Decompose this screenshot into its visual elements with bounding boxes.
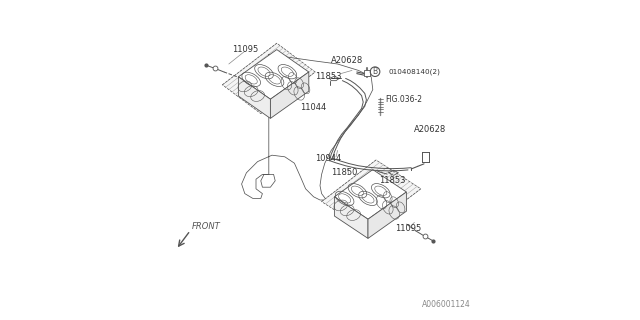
Text: 11853: 11853 bbox=[379, 176, 405, 185]
Polygon shape bbox=[239, 77, 270, 118]
Text: A20628: A20628 bbox=[414, 125, 447, 134]
Text: FIG.036-2: FIG.036-2 bbox=[385, 95, 422, 104]
Polygon shape bbox=[322, 160, 421, 230]
Text: B: B bbox=[372, 67, 378, 76]
Text: A20628: A20628 bbox=[331, 56, 364, 65]
Text: 11095: 11095 bbox=[232, 45, 258, 54]
Text: 11850: 11850 bbox=[331, 168, 357, 177]
Polygon shape bbox=[270, 72, 309, 118]
Text: 10944: 10944 bbox=[315, 154, 341, 163]
Text: 11044: 11044 bbox=[300, 103, 327, 112]
Text: 11095: 11095 bbox=[395, 224, 421, 233]
Text: A006001124: A006001124 bbox=[422, 300, 470, 309]
Polygon shape bbox=[223, 43, 315, 114]
Polygon shape bbox=[334, 170, 406, 219]
Polygon shape bbox=[368, 192, 406, 238]
Text: 010408140(2): 010408140(2) bbox=[388, 69, 441, 75]
Text: FRONT: FRONT bbox=[191, 222, 220, 231]
Polygon shape bbox=[334, 197, 368, 238]
Polygon shape bbox=[239, 50, 309, 99]
Text: 11853: 11853 bbox=[315, 72, 341, 81]
